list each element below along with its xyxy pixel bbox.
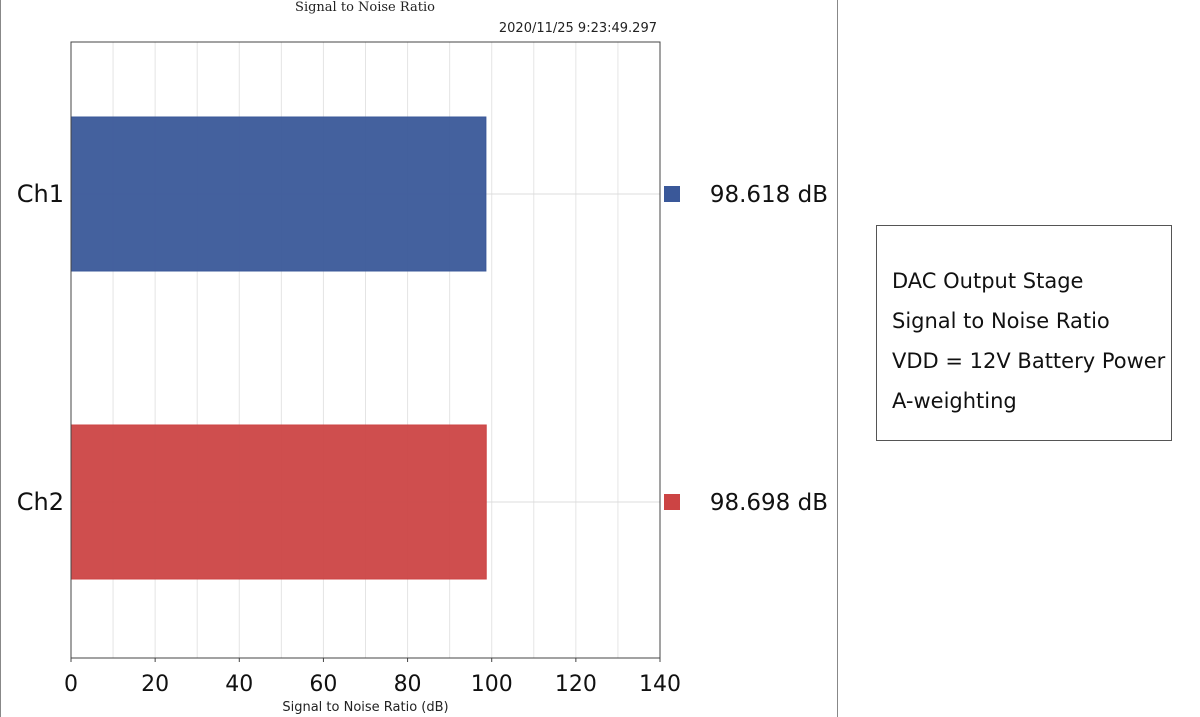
note-line-2: Signal to Noise Ratio <box>892 309 1110 333</box>
legend-swatch-ch1 <box>664 186 680 202</box>
x-tick-label: 80 <box>394 672 422 697</box>
legend-swatch-ch2 <box>664 494 680 510</box>
x-axis-label: Signal to Noise Ratio (dB) <box>282 700 448 715</box>
category-label: Ch2 <box>17 488 64 516</box>
note-line-4: A-weighting <box>892 389 1017 413</box>
bar-chart: Ch1 98.618 dB Ch2 98.698 dB 0 20 40 60 80 100 120 1… <box>17 41 828 715</box>
category-label: Ch1 <box>17 180 64 208</box>
x-tick-label: 0 <box>64 672 78 697</box>
chart-panel: Ch1 98.618 dB Ch2 98.698 dB 0 20 40 60 80 100 120 1… <box>0 0 838 717</box>
chart-timestamp: 2020/11/25 9:23:49.297 <box>498 21 657 36</box>
x-tick-label: 120 <box>555 672 597 697</box>
note-line-3: VDD = 12V Battery Power <box>892 349 1166 373</box>
x-tick-label: 140 <box>639 672 681 697</box>
plot-border <box>70 41 661 659</box>
chart-title: Signal to Noise Ratio <box>295 0 435 15</box>
x-tick-label: 40 <box>225 672 253 697</box>
bar-ch2 <box>70 424 487 580</box>
value-label-ch2: 98.698 dB <box>710 490 828 516</box>
x-tick-label: 60 <box>309 672 337 697</box>
note-line-1: DAC Output Stage <box>892 269 1084 293</box>
notes-box: DAC Output Stage Signal to Noise Ratio V… <box>876 225 1172 441</box>
value-label-ch1: 98.618 dB <box>710 182 828 208</box>
x-tick-label: 100 <box>471 672 513 697</box>
bar-ch1 <box>70 116 487 272</box>
x-tick-label: 20 <box>141 672 169 697</box>
